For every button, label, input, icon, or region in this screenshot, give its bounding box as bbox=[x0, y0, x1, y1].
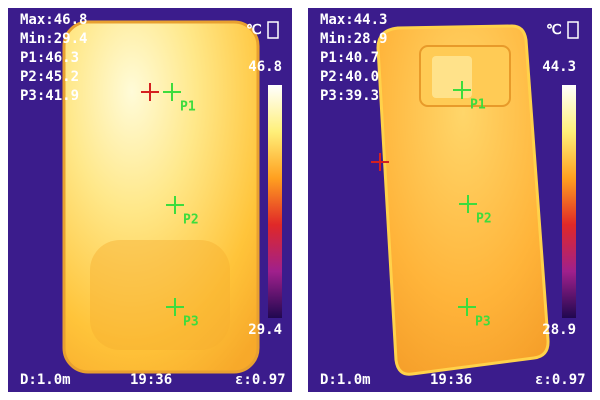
point-label: P1 bbox=[180, 100, 196, 115]
time: 19:36 bbox=[430, 372, 472, 388]
battery-icon bbox=[567, 21, 579, 39]
point-label: P1 bbox=[470, 98, 486, 113]
readout: P2:40.0 bbox=[320, 69, 379, 85]
point-label: P2 bbox=[183, 213, 199, 228]
readout: Max:46.8 bbox=[20, 12, 87, 28]
distance: D:1.0m bbox=[320, 372, 371, 388]
unit-icon: ℃ bbox=[246, 22, 262, 38]
time: 19:36 bbox=[130, 372, 172, 388]
readout: P1:46.3 bbox=[20, 50, 79, 66]
readout: Min:28.9 bbox=[320, 31, 387, 47]
warm-zone bbox=[90, 240, 230, 350]
phone-thermal bbox=[376, 24, 550, 376]
color-scale bbox=[562, 85, 576, 318]
point-label: P2 bbox=[476, 212, 492, 227]
scale-min: 29.4 bbox=[248, 322, 282, 338]
unit-icon: ℃ bbox=[546, 22, 562, 38]
readout: Min:29.4 bbox=[20, 31, 87, 47]
camera-zone bbox=[432, 56, 472, 98]
scale-min: 28.9 bbox=[542, 322, 576, 338]
scale-max: 44.3 bbox=[542, 59, 576, 75]
readout: P1:40.7 bbox=[320, 50, 379, 66]
battery-icon bbox=[267, 21, 279, 39]
emissivity: ε:0.97 bbox=[235, 372, 286, 388]
color-scale bbox=[268, 85, 282, 318]
readout: P3:41.9 bbox=[20, 88, 79, 104]
distance: D:1.0m bbox=[20, 372, 71, 388]
point-label: P3 bbox=[475, 315, 491, 330]
scale-max: 46.8 bbox=[248, 59, 282, 75]
emissivity: ε:0.97 bbox=[535, 372, 586, 388]
phone-thermal bbox=[62, 20, 260, 374]
readout: Max:44.3 bbox=[320, 12, 387, 28]
readout: P3:39.3 bbox=[320, 88, 379, 104]
readout: P2:45.2 bbox=[20, 69, 79, 85]
point-label: P3 bbox=[183, 315, 199, 330]
